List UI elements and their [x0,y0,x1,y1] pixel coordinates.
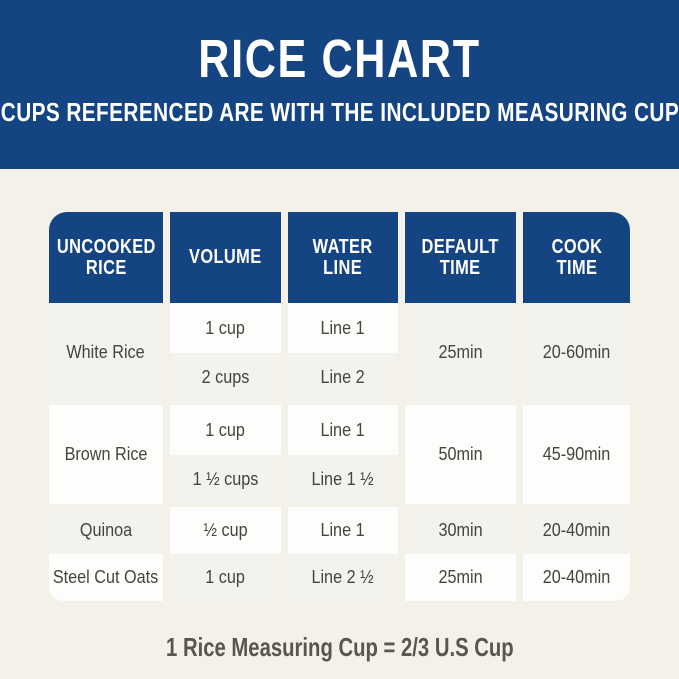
cell-quinoa-waterline: Line 1 [288,507,398,554]
cell-quinoa-cook-time: 20-40min [523,507,630,554]
cell-white-rice-name: White Rice [49,303,163,402]
cell-steel-cut-oats-name: Steel Cut Oats [49,554,163,601]
header-banner: RICE CHART CUPS REFERENCED ARE WITH THE … [0,0,679,169]
cell-white-rice-waterline-2: Line 2 [288,353,398,402]
measuring-cup-note-text: 1 Rice Measuring Cup = 2/3 U.S Cup [165,632,514,662]
rice-table: UNCOOKED RICE VOLUME WATER LINE DEFAULT … [49,212,630,601]
cell-steel-cut-oats-cook-time: 20-40min [523,554,630,601]
header-cell-default-time: DEFAULT TIME [405,212,516,303]
cell-quinoa-default-time: 30min [405,507,516,554]
header-label: DEFAULT TIME [421,235,500,279]
table-row-brown-rice: Brown Rice 1 cup Line 1 50min 45-90min 1… [49,405,630,504]
page-title-text: RICE CHART [198,29,481,89]
cell-brown-rice-volume-2: 1 ½ cups [170,455,281,504]
header-cell-uncooked-rice: UNCOOKED RICE [49,212,163,303]
cell-quinoa-name: Quinoa [49,507,163,554]
cell-quinoa-volume: ½ cup [170,507,281,554]
measuring-cup-note: 1 Rice Measuring Cup = 2/3 U.S Cup [0,633,679,662]
header-label: VOLUME [189,246,262,268]
header-label: COOK TIME [551,235,602,279]
page-title: RICE CHART [163,29,516,89]
table-row-quinoa: Quinoa ½ cup Line 1 30min 20-40min [49,507,630,554]
cell-brown-rice-waterline-2: Line 1 ½ [288,455,398,504]
cell-white-rice-volume-2: 2 cups [170,353,281,402]
header-cell-water-line: WATER LINE [288,212,398,303]
header-cell-cook-time: COOK TIME [523,212,630,303]
cell-brown-rice-name: Brown Rice [49,405,163,504]
cell-brown-rice-waterline-1: Line 1 [288,405,398,455]
cell-steel-cut-oats-waterline: Line 2 ½ [288,554,398,601]
cell-brown-rice-volume-1: 1 cup [170,405,281,455]
cell-white-rice-waterline-1: Line 1 [288,303,398,353]
cell-steel-cut-oats-volume: 1 cup [170,554,281,601]
header-cell-volume: VOLUME [170,212,281,303]
cell-steel-cut-oats-default-time: 25min [405,554,516,601]
table-row-steel-cut-oats: Steel Cut Oats 1 cup Line 2 ½ 25min 20-4… [49,554,630,601]
table-header-row: UNCOOKED RICE VOLUME WATER LINE DEFAULT … [49,212,630,303]
cell-brown-rice-cook-time: 45-90min [523,405,630,504]
cell-white-rice-default-time: 25min [405,303,516,402]
page-subtitle: CUPS REFERENCED ARE WITH THE INCLUDED ME… [0,98,679,127]
header-label: UNCOOKED RICE [56,235,156,279]
table-row-white-rice: White Rice 1 cup Line 1 25min 20-60min 2… [49,303,630,402]
header-label: WATER LINE [312,235,374,279]
cell-white-rice-volume-1: 1 cup [170,303,281,353]
cell-brown-rice-default-time: 50min [405,405,516,504]
page-subtitle-text: CUPS REFERENCED ARE WITH THE INCLUDED ME… [0,97,679,128]
cell-white-rice-cook-time: 20-60min [523,303,630,402]
